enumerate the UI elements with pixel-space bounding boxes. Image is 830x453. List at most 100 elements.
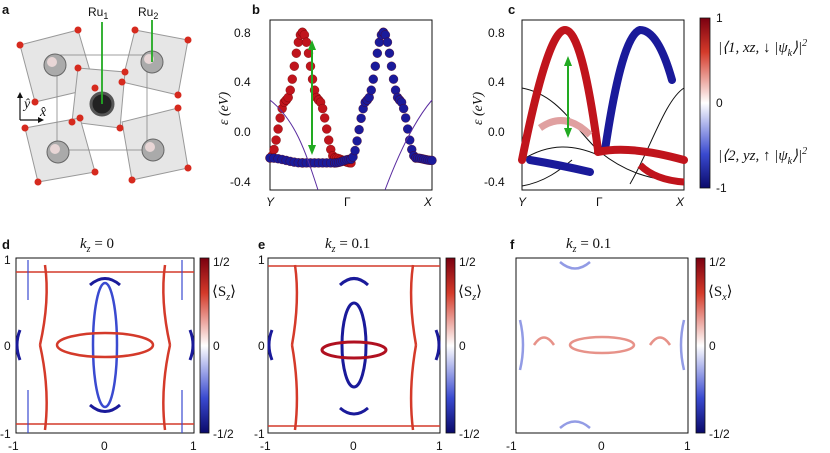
- y-arrow-head: [17, 92, 23, 98]
- ru2-label: Ru2: [138, 5, 158, 21]
- xtick-f: -1: [506, 439, 517, 453]
- fermi-contours-f: [518, 261, 686, 429]
- green-arrow-head: [564, 56, 572, 66]
- colorbar-tick: 1: [716, 11, 723, 25]
- green-arrow-head: [308, 40, 316, 50]
- panel-a: a Ru1 Ru2: [2, 2, 192, 186]
- panel-c: c 0.8 0.4 0.0 -0.4 ε (eV) Y Γ X: [471, 2, 688, 209]
- x-axis-symbol: x̂: [39, 105, 47, 120]
- red-band: [518, 25, 602, 164]
- xtick-d: -1: [8, 439, 19, 453]
- colorbar-tick: -1: [716, 181, 727, 195]
- ytick-b: -0.4: [230, 175, 251, 189]
- band-point: [273, 124, 283, 134]
- xtick-d: 0: [101, 439, 108, 453]
- blue-band: [601, 25, 676, 154]
- ru-atom-highlight: [47, 57, 57, 67]
- ylabel-b: ε (eV): [217, 92, 232, 125]
- purple-band: [384, 99, 433, 191]
- green-arrow-head: [564, 128, 572, 138]
- colorbar-label: ⟨Sz⟩: [212, 284, 236, 303]
- band-point: [289, 61, 299, 71]
- ytick-c: 0.4: [488, 75, 505, 89]
- band-point: [275, 113, 285, 123]
- ytick-c: 0.8: [488, 26, 505, 40]
- band-point: [388, 74, 399, 84]
- band-point: [287, 74, 297, 84]
- band-point: [324, 135, 334, 145]
- green-arrow-head: [308, 145, 316, 155]
- panel-letter-d: d: [2, 237, 10, 252]
- colorbar-tick: 1/2: [213, 255, 230, 269]
- colorbar-tick: 0: [459, 339, 466, 353]
- ytick-d: 1: [4, 253, 11, 267]
- fermi-contours-e: [267, 264, 441, 431]
- colorbar-tick: -1/2: [459, 427, 480, 441]
- band-point: [320, 113, 330, 123]
- band-colorbar: 1 0 -1 |⟨1, xz, ↓ |ψk⟩|2 |⟨2, yz, ↑ |ψk⟩…: [699, 11, 807, 195]
- colorbar-tick: 1/2: [459, 255, 476, 269]
- colorbar-tick: 1/2: [709, 255, 726, 269]
- panel-letter-a: a: [2, 2, 10, 17]
- spin-colorbar-f: 1/2 0 -1/2 ⟨Sx⟩: [695, 255, 733, 441]
- colorbar-tick: -1/2: [213, 427, 234, 441]
- panel-letter-b: b: [252, 2, 260, 17]
- ru-atom-highlight: [145, 142, 155, 152]
- band-point: [350, 145, 360, 156]
- band-point: [382, 37, 393, 47]
- xtick-c: Γ: [596, 195, 603, 209]
- colorbar-top-label: |⟨1, xz, ↓ |ψk⟩|2: [718, 38, 807, 59]
- ru1-label: Ru1: [88, 5, 108, 21]
- xtick-d: 1: [190, 439, 197, 453]
- xtick-c: Y: [518, 195, 527, 209]
- blue-band: [526, 156, 594, 176]
- band-point: [271, 135, 281, 145]
- oxygen-atoms: [16, 26, 192, 186]
- panel-e: e kz = 0.1 1 0 -1 -1 0 1: [254, 236, 443, 453]
- colorbar-label: ⟨Sz⟩: [458, 284, 482, 303]
- xtick-b: Y: [266, 195, 275, 209]
- ytick-b: 0.4: [234, 75, 251, 89]
- colorbar-tick: -1/2: [709, 427, 730, 441]
- colorbar-tick: 0: [709, 339, 716, 353]
- band-series-b: [265, 27, 437, 168]
- band-point: [269, 144, 279, 155]
- ytick-e: 1: [258, 253, 265, 267]
- xtick-b: X: [423, 195, 433, 209]
- red-band: [594, 145, 688, 164]
- band-point: [368, 74, 378, 84]
- colorbar-label: ⟨Sx⟩: [708, 284, 733, 303]
- colorbar-gradient: [199, 257, 210, 434]
- purple-band: [269, 99, 319, 191]
- band-point: [356, 113, 366, 123]
- colorbar-gradient: [695, 257, 706, 434]
- band-point: [285, 85, 295, 95]
- panel-title-d: kz = 0: [80, 236, 114, 255]
- panel-letter-f: f: [510, 237, 515, 252]
- ytick-d: -1: [0, 427, 11, 441]
- black-band: [629, 87, 685, 185]
- band-point: [322, 124, 332, 134]
- plot-frame-b: [269, 19, 433, 191]
- ytick-c: -0.4: [484, 175, 505, 189]
- ytick-b: 0.0: [234, 125, 251, 139]
- colorbar-gradient: [699, 17, 711, 189]
- pale-band: [537, 117, 593, 138]
- red-band: [637, 162, 685, 186]
- colorbar-gradient: [445, 257, 456, 434]
- band-point: [301, 37, 312, 47]
- black-band: [521, 87, 685, 183]
- x-arrow-head: [38, 117, 44, 123]
- band-point: [386, 61, 397, 71]
- panel-title-f: kz = 0.1: [566, 236, 611, 255]
- xtick-f: 1: [684, 439, 691, 453]
- ytick-e: 0: [258, 339, 265, 353]
- black-band: [521, 146, 599, 161]
- spin-colorbar-e: 1/2 0 -1/2 ⟨Sz⟩: [445, 255, 482, 441]
- ytick-e: -1: [254, 427, 265, 441]
- plot-frame-e: [267, 257, 441, 434]
- panel-f: f kz = 0.1 -1 0 1: [506, 236, 691, 453]
- xtick-e: 0: [350, 439, 357, 453]
- panel-letter-e: e: [258, 237, 265, 252]
- band-point: [352, 136, 362, 146]
